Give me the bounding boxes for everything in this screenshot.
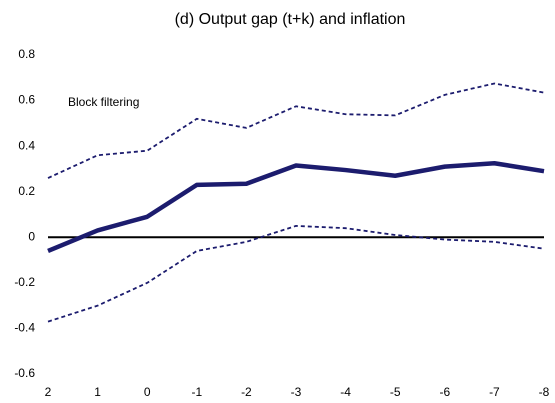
series-line	[47, 224, 545, 323]
y-tick-label: 0.2	[18, 184, 35, 198]
x-tick-label: -6	[439, 385, 450, 399]
x-tick-label: -8	[539, 385, 550, 399]
x-tick-label: 0	[144, 385, 151, 399]
x-tick-label: -3	[291, 385, 302, 399]
y-tick-label: -0.4	[14, 321, 35, 335]
x-tick-label: -7	[489, 385, 500, 399]
annotation: Block filtering	[68, 95, 139, 109]
y-tick-label: 0	[28, 229, 35, 243]
y-tick-label: 0.4	[18, 138, 35, 152]
x-tick-label: 1	[94, 385, 101, 399]
x-tick-label: 2	[45, 385, 52, 399]
y-tick-label: -0.2	[14, 275, 35, 289]
series-line	[47, 160, 545, 254]
x-tick-label: -1	[191, 385, 202, 399]
chart-title: (d) Output gap (t+k) and inflation	[175, 11, 406, 28]
x-tick-label: -5	[390, 385, 401, 399]
y-tick-label: 0.8	[18, 47, 35, 61]
series-line	[47, 82, 545, 179]
y-tick-label: -0.6	[14, 366, 35, 380]
y-tick-label: 0.6	[18, 93, 35, 107]
x-tick-label: -2	[241, 385, 252, 399]
x-tick-label: -4	[340, 385, 351, 399]
